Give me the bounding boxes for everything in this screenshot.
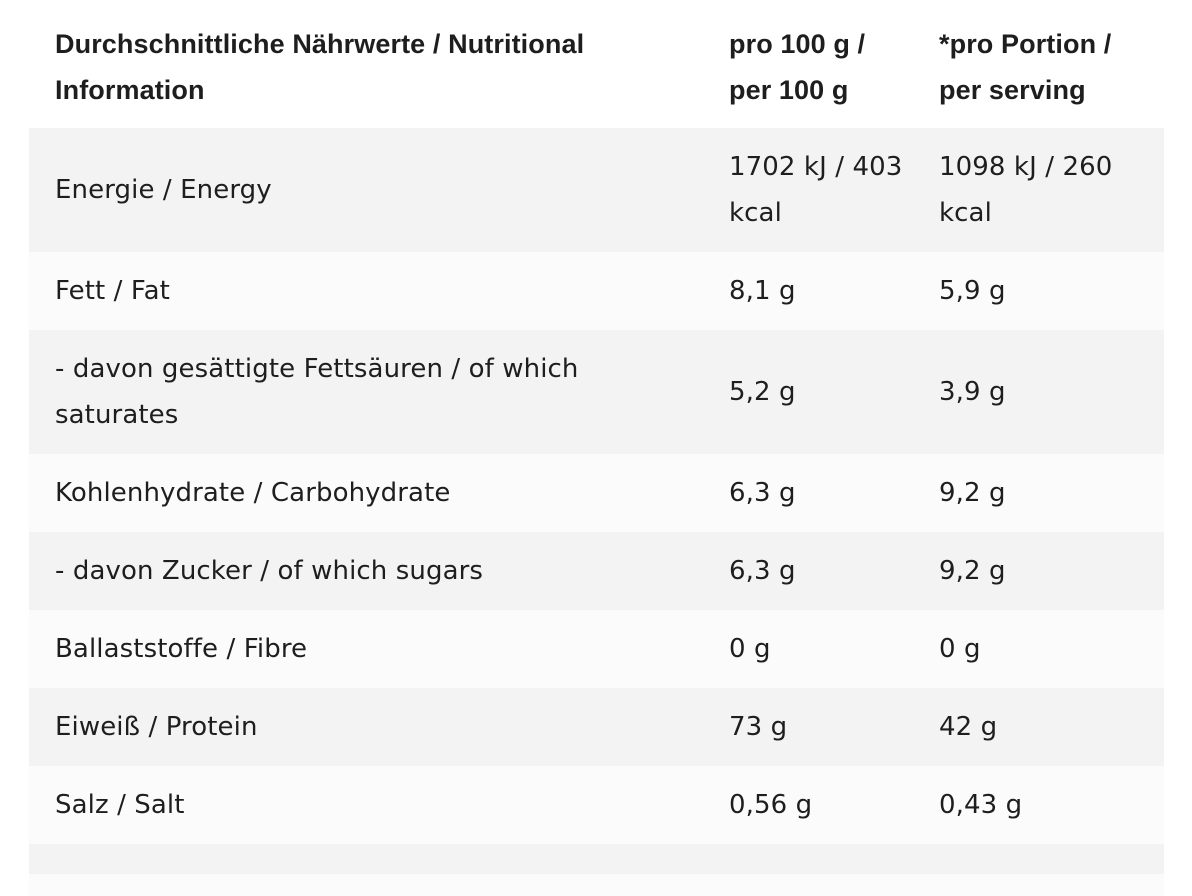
table-row: Salz / Salt 0,56 g 0,43 g: [29, 766, 1164, 844]
table-row-empty: [29, 874, 1164, 896]
table-row: Energie / Energy 1702 kJ / 403 kcal 1098…: [29, 128, 1164, 252]
row-label: Salz / Salt: [55, 790, 185, 820]
row-per-serving: 5,9 g: [939, 276, 1006, 306]
header-nutrients: Durchschnittliche Nährwerte / Nutritiona…: [55, 29, 585, 105]
row-label: - davon Zucker / of which sugars: [55, 556, 484, 586]
row-label: - davon gesättigte Fettsäuren / of which…: [55, 354, 579, 430]
table-row-empty: [29, 844, 1164, 874]
row-per-serving: 3,9 g: [939, 377, 1006, 407]
row-per-100g: 0 g: [729, 634, 771, 664]
header-per-100g: pro 100 g / per 100 g: [729, 29, 866, 105]
row-label: Ballaststoffe / Fibre: [55, 634, 308, 664]
row-per-100g: 8,1 g: [729, 276, 796, 306]
row-per-serving: 0,43 g: [939, 790, 1023, 820]
row-label: Energie / Energy: [55, 175, 272, 205]
row-label: Fett / Fat: [55, 276, 170, 306]
table-row: Kohlenhydrate / Carbohydrate 6,3 g 9,2 g: [29, 454, 1164, 532]
row-label: Kohlenhydrate / Carbohydrate: [55, 478, 451, 508]
table-header: Durchschnittliche Nährwerte / Nutritiona…: [29, 0, 1164, 128]
row-per-100g: 1702 kJ / 403 kcal: [729, 152, 903, 228]
row-per-serving: 0 g: [939, 634, 981, 664]
row-per-serving: 42 g: [939, 712, 998, 742]
table-row: Ballaststoffe / Fibre 0 g 0 g: [29, 610, 1164, 688]
row-per-100g: 73 g: [729, 712, 788, 742]
row-per-100g: 6,3 g: [729, 556, 796, 586]
header-per-serving: *pro Portion / per serving: [939, 29, 1112, 105]
table-row: Eiweiß / Protein 73 g 42 g: [29, 688, 1164, 766]
table-row: - davon gesättigte Fettsäuren / of which…: [29, 330, 1164, 454]
row-per-serving: 9,2 g: [939, 556, 1006, 586]
row-per-serving: 1098 kJ / 260 kcal: [939, 152, 1113, 228]
row-label: Eiweiß / Protein: [55, 712, 258, 742]
nutrition-table: Durchschnittliche Nährwerte / Nutritiona…: [29, 0, 1164, 896]
row-per-serving: 9,2 g: [939, 478, 1006, 508]
table-row: - davon Zucker / of which sugars 6,3 g 9…: [29, 532, 1164, 610]
table-row: Fett / Fat 8,1 g 5,9 g: [29, 252, 1164, 330]
row-per-100g: 5,2 g: [729, 377, 796, 407]
row-per-100g: 6,3 g: [729, 478, 796, 508]
row-per-100g: 0,56 g: [729, 790, 813, 820]
